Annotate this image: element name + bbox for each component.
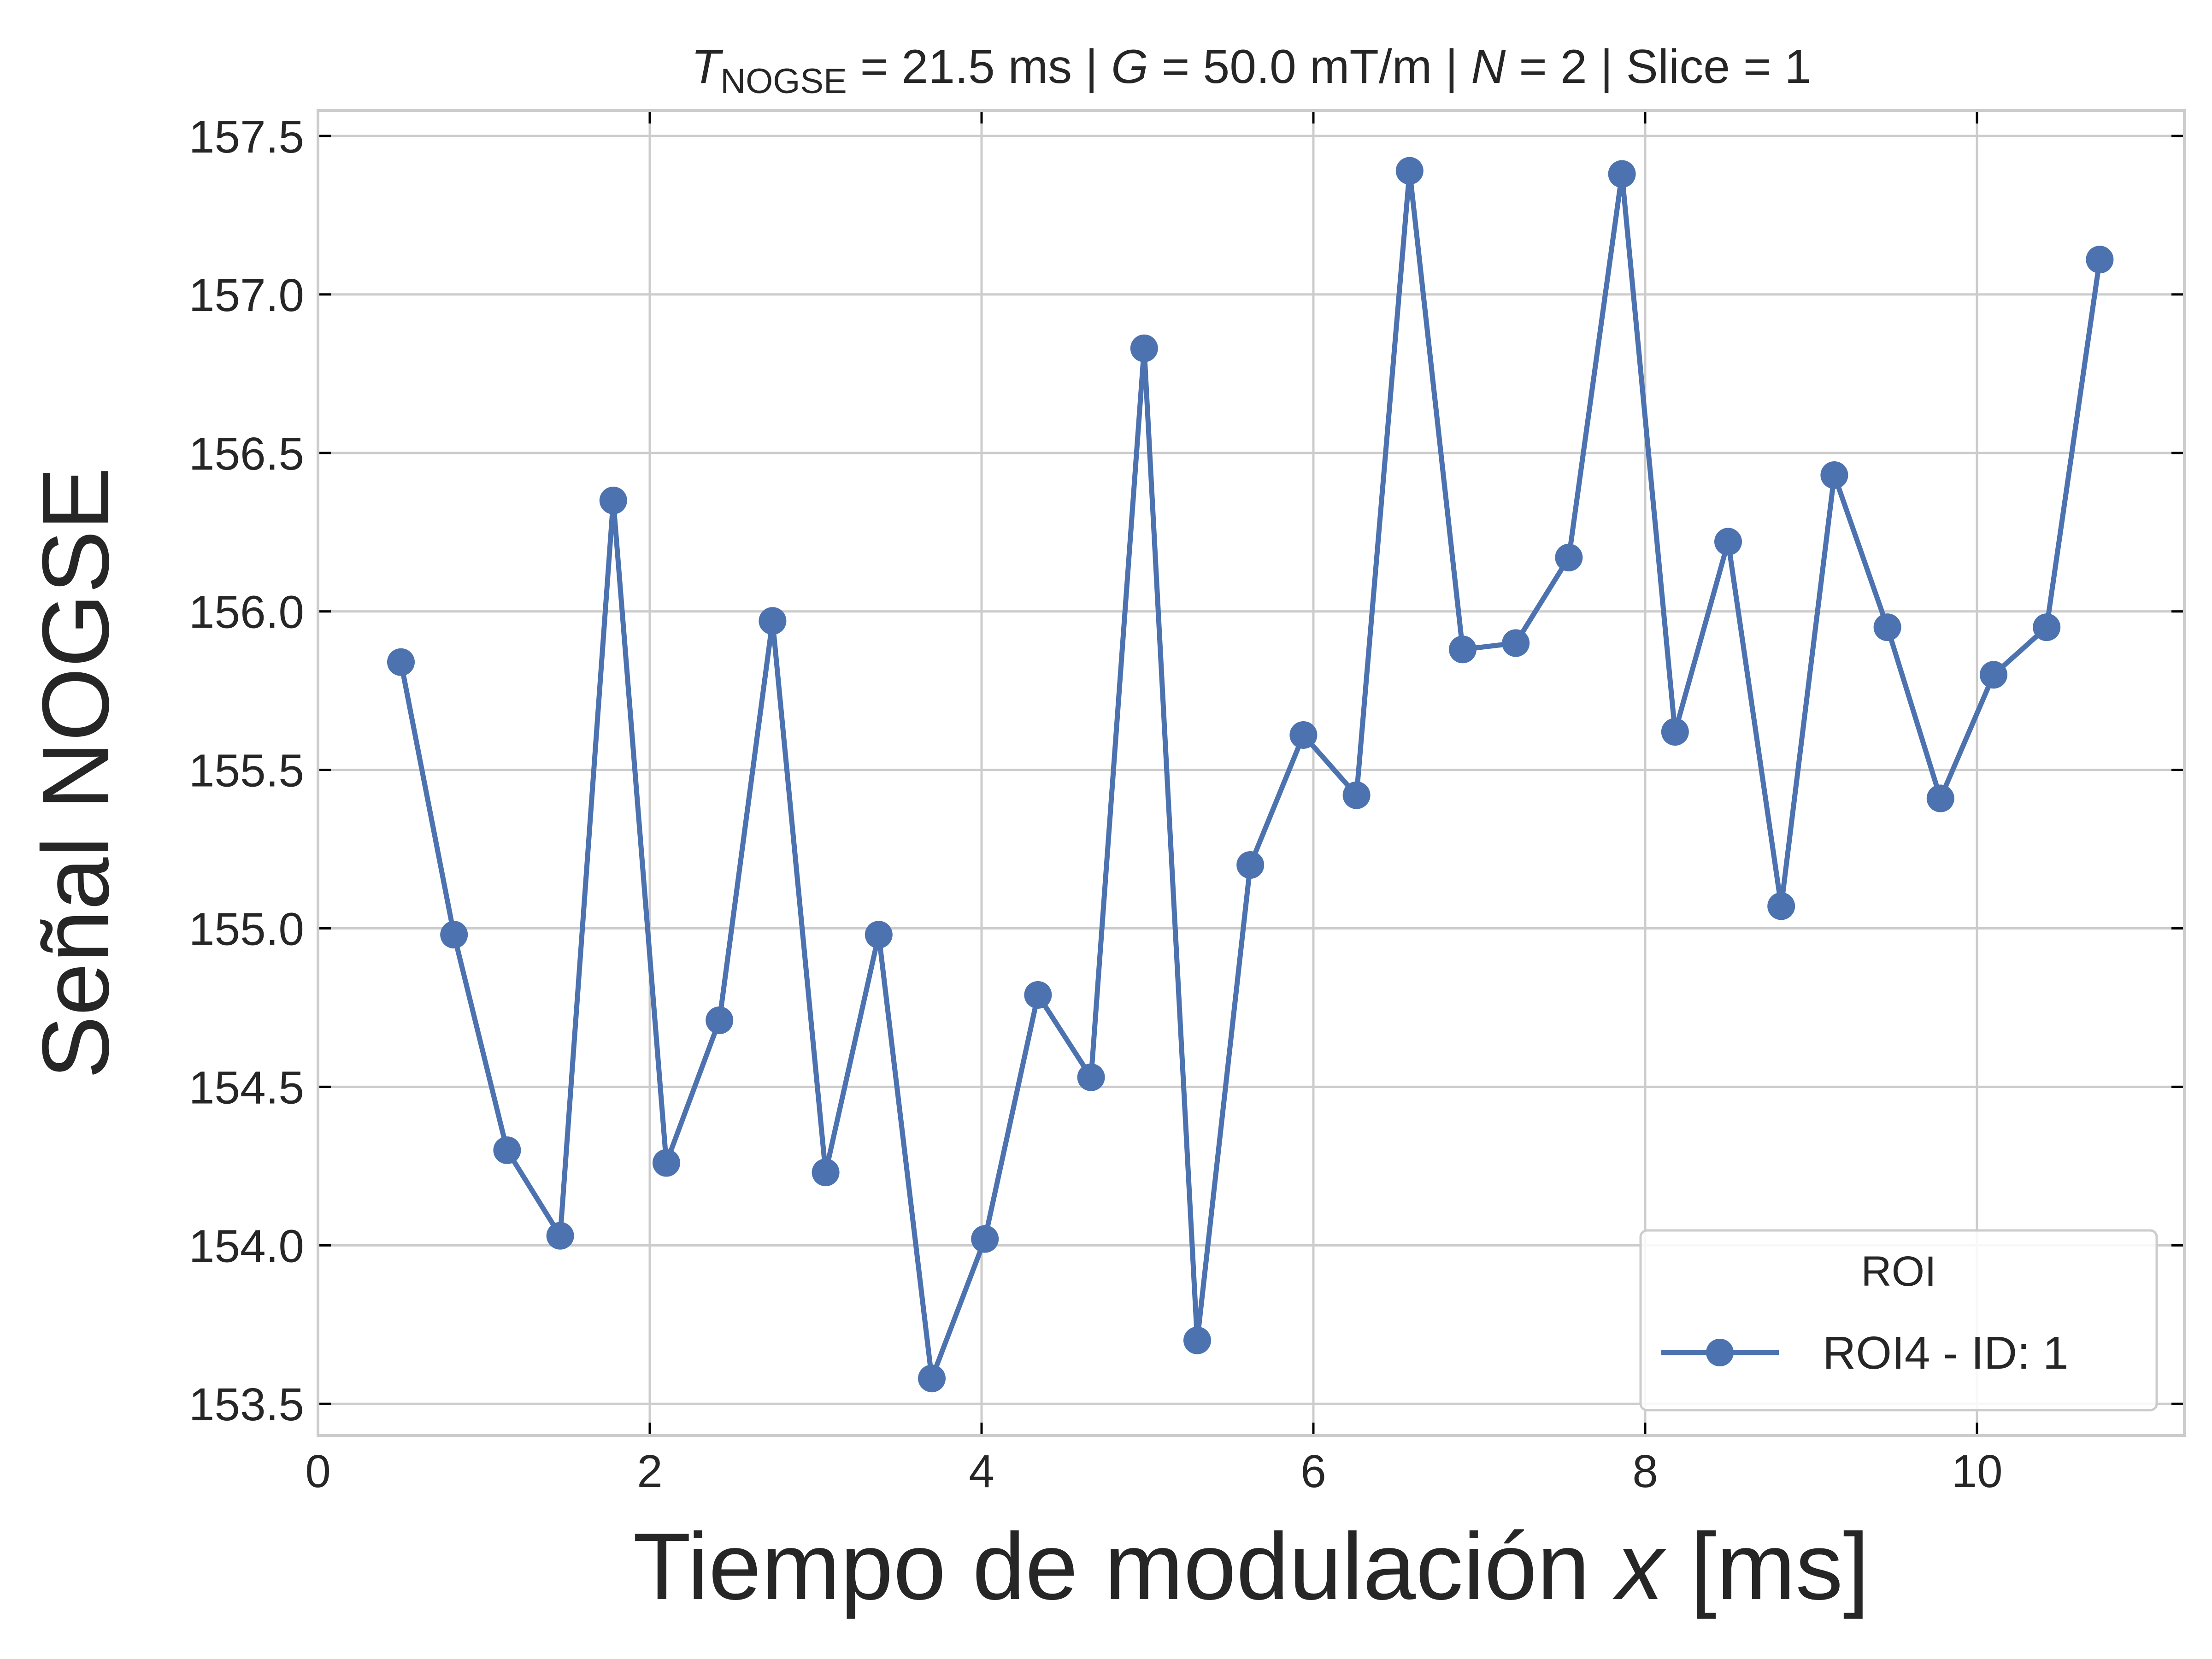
y-tick-label: 155.5 [189, 745, 304, 797]
x-tick-label: 2 [637, 1446, 663, 1497]
data-point [759, 607, 787, 635]
legend-title: ROI [1861, 1248, 1936, 1295]
data-point [1980, 661, 2007, 689]
x-tick-label: 4 [969, 1446, 994, 1497]
legend-box [1639, 1229, 2158, 1412]
data-point [1714, 528, 1742, 556]
data-point [2086, 246, 2114, 274]
data-point [1608, 160, 1636, 188]
data-point [1555, 543, 1583, 571]
data-point [546, 1222, 574, 1250]
data-point [971, 1225, 999, 1253]
data-point [1395, 157, 1424, 185]
x-tick-label: 0 [305, 1446, 331, 1497]
y-tick-label: 157.0 [189, 270, 304, 321]
chart-title: TNOGSE = 21.5 ms | G = 50.0 mT/m | N = 2… [691, 40, 1812, 101]
data-point [1289, 721, 1318, 749]
x-axis-label: Tiempo de modulación x [ms] [633, 1513, 1870, 1619]
x-tick-label: 6 [1300, 1446, 1326, 1497]
y-tick-label: 156.0 [189, 587, 304, 638]
y-axis-label: Señal NOGSE [23, 467, 129, 1079]
y-tick-label: 156.5 [189, 428, 304, 480]
data-point [918, 1365, 946, 1393]
data-point [1502, 629, 1530, 657]
data-point [1077, 1063, 1105, 1091]
plot-frame [317, 109, 2186, 1437]
data-point [1661, 718, 1689, 746]
data-point [1183, 1326, 1211, 1354]
data-point [1926, 784, 1954, 812]
data-point [1767, 892, 1795, 920]
data-point [1342, 781, 1371, 809]
y-tick-label: 155.0 [189, 904, 304, 955]
x-tick-label: 8 [1632, 1446, 1658, 1497]
data-point [387, 648, 415, 676]
grid [317, 111, 2184, 1435]
data-point [1820, 461, 1848, 489]
data-point [493, 1136, 521, 1164]
series-line [398, 168, 2102, 1381]
data-point [1024, 981, 1052, 1009]
legend-label: ROI4 - ID: 1 [1823, 1327, 2068, 1379]
data-point [440, 921, 468, 949]
y-tick-label: 157.5 [189, 111, 304, 163]
legend-marker-sample [1706, 1339, 1734, 1366]
data-point [706, 1006, 734, 1034]
data-point [865, 921, 893, 949]
data-point [653, 1149, 680, 1177]
data-point [1449, 635, 1477, 664]
data-point [1130, 334, 1158, 362]
series [387, 157, 2114, 1393]
x-tick-label: 10 [1951, 1446, 2002, 1497]
y-tick-label: 153.5 [189, 1379, 304, 1430]
data-point [812, 1159, 840, 1187]
y-tick-label: 154.5 [189, 1062, 304, 1113]
data-point [599, 486, 627, 514]
y-tick-label: 154.0 [189, 1220, 304, 1272]
legend: ROI ROI4 - ID: 1 [1639, 1229, 2158, 1412]
data-point [1873, 613, 1901, 641]
data-point [1236, 851, 1265, 879]
axis-ticks: 0 2 4 6 8 10 153.5 154.0 154.5 155.0 155.5 156.0 156… [189, 111, 2184, 1497]
data-point [2033, 613, 2061, 641]
